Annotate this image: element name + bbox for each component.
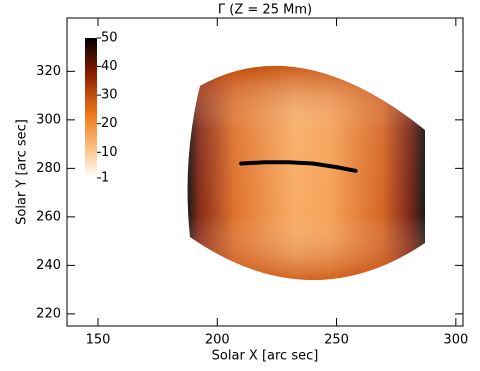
y-axis-label: Solar Y [arc sec] xyxy=(15,119,30,225)
colorbar-tick-label: 10 xyxy=(101,145,118,160)
colorbar-tick-label: 40 xyxy=(101,59,118,74)
heatmap xyxy=(187,65,425,281)
y-tick-label: 280 xyxy=(36,161,61,176)
y-tick-label: 220 xyxy=(36,306,61,321)
x-tick-label: 300 xyxy=(443,333,468,348)
colorbar-tick-label: 30 xyxy=(101,88,118,103)
y-tick-label: 320 xyxy=(36,64,61,79)
series-line xyxy=(239,160,358,173)
y-tick-label: 240 xyxy=(36,258,61,273)
x-axis-label: Solar X [arc sec] xyxy=(212,349,319,364)
y-tick-label: 300 xyxy=(36,112,61,127)
x-tick-label: 250 xyxy=(324,333,349,348)
colorbar-tick-label: 1 xyxy=(101,171,109,186)
colorbar-tick-label: 20 xyxy=(101,116,118,131)
x-tick-label: 150 xyxy=(86,333,111,348)
chart-title: Γ (Z = 25 Mm) xyxy=(218,3,312,18)
x-tick-label: 200 xyxy=(205,333,230,348)
colorbar-tick-label: 50 xyxy=(101,31,118,46)
plot-frame xyxy=(66,17,464,327)
y-tick-label: 260 xyxy=(36,209,61,224)
colorbar xyxy=(85,38,97,178)
